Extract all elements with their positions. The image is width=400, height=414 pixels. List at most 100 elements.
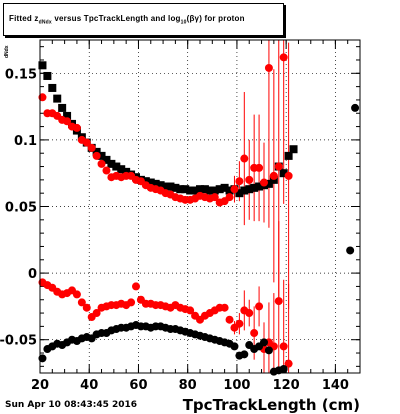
data-point-circle [245, 309, 254, 318]
x-tick-label: 140 [322, 378, 349, 393]
data-point-circle [346, 246, 355, 255]
data-point-circle [255, 163, 264, 172]
data-point-square [171, 183, 180, 192]
data-point-square [225, 186, 234, 195]
data-point-circle [102, 166, 111, 175]
data-point-square [215, 185, 224, 194]
data-point-square [279, 169, 288, 178]
data-point-square [48, 83, 57, 92]
data-point-circle [279, 365, 288, 374]
data-point-circle [225, 193, 234, 202]
data-point-circle [240, 154, 249, 163]
data-point-circle [260, 338, 268, 347]
data-point-circle [235, 319, 244, 328]
data-point-circle [72, 123, 81, 132]
data-point-square [186, 186, 195, 195]
data-point-square [264, 179, 273, 188]
data-point-square [210, 186, 219, 195]
chart-title-box: Fitted zdNdx versus TpcTrackLength and l… [3, 3, 284, 36]
data-point-circle [284, 171, 293, 180]
x-tick-label: 60 [129, 378, 147, 393]
data-point-square [63, 111, 72, 120]
data-point-circle [186, 306, 195, 315]
data-point-circle [245, 175, 254, 184]
data-point-circle [230, 185, 239, 194]
data-point-square [220, 183, 229, 192]
data-point-circle [92, 309, 101, 318]
data-point-circle [279, 53, 288, 62]
data-point-circle [250, 329, 259, 338]
data-point-square [235, 189, 244, 198]
data-point-circle [87, 143, 96, 152]
data-point-circle [279, 342, 288, 351]
data-point-circle [92, 151, 101, 160]
data-point-circle [264, 63, 273, 72]
y-tick-label: 0 [28, 267, 37, 282]
plot-frame [39, 39, 361, 374]
data-point-circle [127, 298, 136, 307]
y-tick-label: 0.15 [5, 67, 37, 82]
data-point-circle [235, 177, 244, 186]
data-point-square [200, 185, 209, 194]
data-points [38, 53, 360, 376]
data-point-circle [230, 342, 239, 351]
data-point-circle [264, 346, 273, 355]
data-point-circle [274, 162, 283, 171]
data-point-square [151, 179, 160, 188]
y-axis-label: dNdx [4, 45, 10, 59]
data-point-square [58, 103, 67, 112]
data-point-circle [82, 138, 91, 147]
y-tick-label: -0.05 [0, 334, 37, 349]
data-point-circle [77, 298, 86, 307]
data-point-circle [274, 297, 283, 306]
data-point-circle [63, 117, 72, 126]
data-point-square [161, 182, 170, 191]
data-point-circle [210, 193, 219, 202]
data-point-square [53, 94, 62, 103]
data-point-circle [225, 315, 234, 324]
data-point-square [102, 155, 111, 164]
data-point-square [146, 178, 155, 187]
data-point-square [156, 181, 165, 190]
data-point-circle [255, 302, 264, 311]
data-point-square [255, 182, 264, 191]
data-point-square [107, 159, 116, 168]
data-point-square [117, 165, 126, 174]
chart-title: Fitted zdNdx versus TpcTrackLength and l… [9, 14, 245, 26]
data-point-square [43, 71, 52, 80]
x-tick-label: 120 [273, 378, 300, 393]
data-point-circle [72, 290, 81, 299]
data-point-circle [284, 359, 293, 368]
tick-labels: 20 40 60 80 100 120 140 -0.05 0 0.05 0.1 0.15 [0, 67, 349, 393]
data-point-square [250, 183, 259, 192]
data-point-square [38, 61, 47, 70]
date-stamp: Sun Apr 10 08:43:45 2016 [5, 400, 138, 410]
data-point-square [191, 186, 200, 195]
data-point-circle [260, 178, 268, 187]
data-point-square [196, 185, 204, 194]
x-tick-label: 80 [179, 378, 197, 393]
data-point-square [284, 151, 293, 160]
data-point-square [97, 151, 106, 160]
x-tick-label: 20 [31, 378, 49, 393]
y-tick-label: 0.05 [5, 201, 37, 216]
data-point-square [176, 185, 185, 194]
data-point-square [112, 162, 121, 171]
data-point-square [245, 185, 254, 194]
data-point-square [166, 182, 175, 191]
data-point-circle [220, 303, 229, 312]
data-point-square [240, 186, 249, 195]
data-point-circle [269, 171, 278, 180]
data-point-square [289, 145, 298, 154]
x-tick-label: 100 [223, 378, 250, 393]
data-point-circle [132, 282, 140, 291]
data-point-circle [351, 103, 360, 112]
x-axis-label: TpcTrackLength (cm) [182, 396, 360, 414]
data-point-square [181, 185, 190, 194]
x-tick-label: 40 [80, 378, 98, 393]
data-point-circle [240, 350, 249, 359]
data-point-circle [82, 303, 91, 312]
data-point-square [205, 186, 214, 195]
data-point-circle [97, 159, 106, 168]
